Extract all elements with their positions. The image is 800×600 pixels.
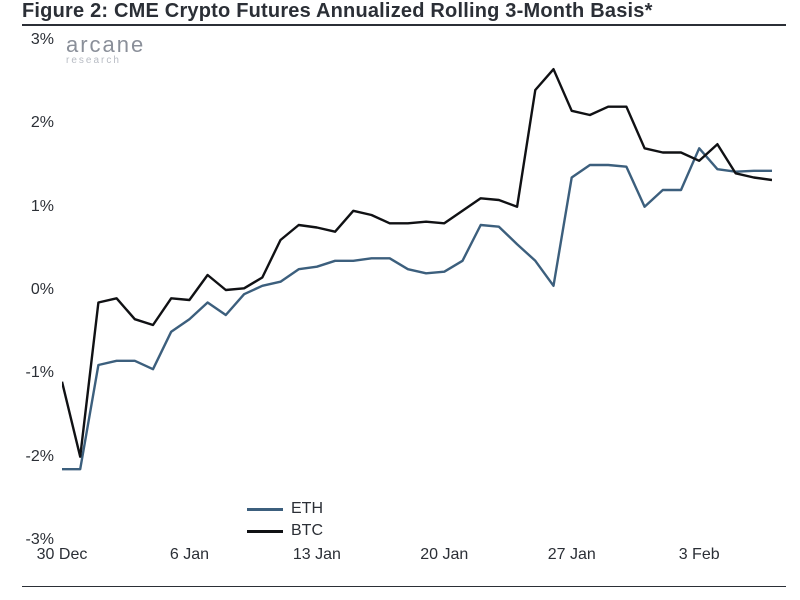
series-line-eth <box>62 148 772 469</box>
x-axis-label: 30 Dec <box>37 540 88 564</box>
x-axis-label: 6 Jan <box>170 540 209 564</box>
chart-svg <box>62 40 772 540</box>
bottom-rule <box>22 586 786 587</box>
legend-swatch <box>247 530 283 533</box>
y-axis-label: 3% <box>31 31 62 49</box>
x-axis-label: 20 Jan <box>420 540 468 564</box>
legend-label: ETH <box>291 500 323 518</box>
series-line-btc <box>62 69 772 457</box>
y-axis-label: 1% <box>31 198 62 216</box>
chart-legend: ETH BTC <box>247 500 323 544</box>
y-axis-label: 2% <box>31 114 62 132</box>
legend-swatch <box>247 508 283 511</box>
figure-container: Figure 2: CME Crypto Futures Annualized … <box>0 0 800 600</box>
legend-item-btc: BTC <box>247 522 323 540</box>
legend-item-eth: ETH <box>247 500 323 518</box>
chart-plot-area: -3%-2%-1%0%1%2%3%30 Dec6 Jan13 Jan20 Jan… <box>62 40 772 540</box>
x-axis-label: 3 Feb <box>679 540 720 564</box>
y-axis-label: -1% <box>26 364 62 382</box>
x-axis-label: 27 Jan <box>548 540 596 564</box>
y-axis-label: 0% <box>31 281 62 299</box>
title-underline <box>22 24 786 26</box>
y-axis-label: -2% <box>26 448 62 466</box>
legend-label: BTC <box>291 522 323 540</box>
chart-title: Figure 2: CME Crypto Futures Annualized … <box>22 0 653 23</box>
